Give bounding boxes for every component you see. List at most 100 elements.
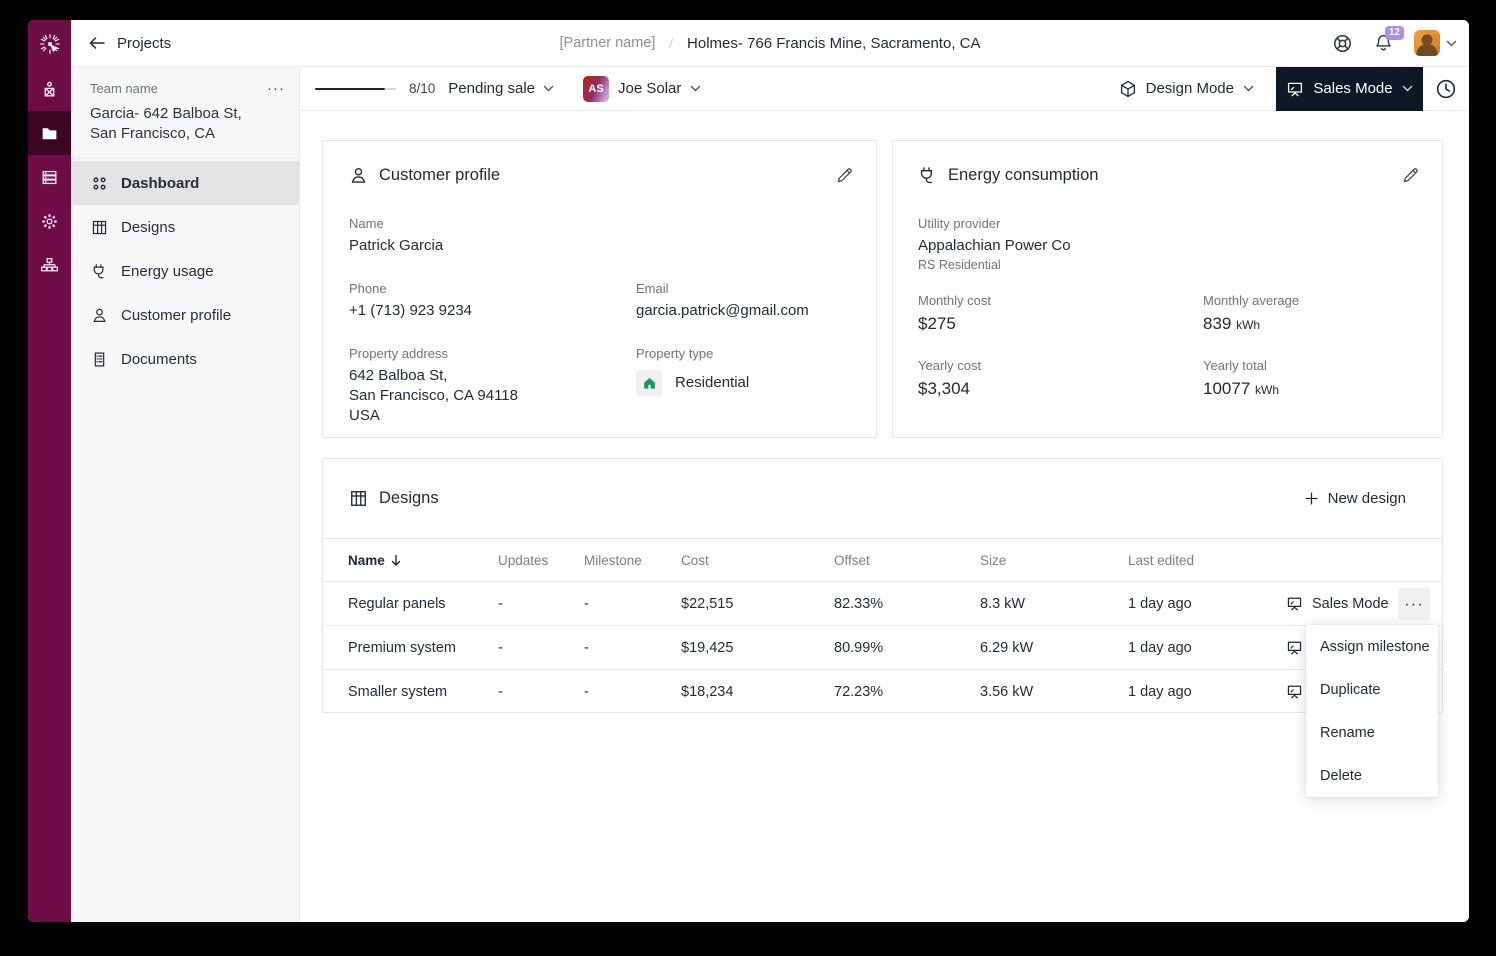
designs-grid-icon — [351, 491, 366, 506]
design-last-edited: 1 day ago — [1128, 595, 1192, 612]
field-label: Yearly cost — [918, 358, 982, 373]
sales-mode-button[interactable]: Sales Mode — [1276, 66, 1423, 111]
field-label: Property type — [636, 346, 714, 361]
utility-provider: Appalachian Power Co — [918, 237, 1071, 254]
column-milestone[interactable]: Milestone — [584, 552, 642, 568]
field-label: Property address — [349, 346, 448, 361]
chevron-down-icon — [543, 85, 554, 92]
rail-settings-icon[interactable] — [28, 199, 71, 243]
assignee-avatar: AS — [583, 75, 610, 102]
rail-list-icon[interactable] — [28, 155, 71, 199]
dashboard-icon — [90, 175, 108, 192]
sidebar-item-energy-usage[interactable]: Energy usage — [71, 249, 299, 293]
field-label: Email — [636, 281, 669, 296]
breadcrumb-partner[interactable]: [Partner name] — [559, 35, 656, 51]
sidebar-item-dashboard[interactable]: Dashboard — [71, 161, 299, 205]
yearly-cost: $3,304 — [918, 379, 970, 398]
edit-pencil-icon[interactable] — [1401, 166, 1420, 185]
progress-count: 8/10 — [409, 81, 436, 96]
design-milestone: - — [584, 595, 589, 612]
house-icon — [636, 370, 662, 396]
row-mode-label[interactable]: Sales Mode — [1312, 595, 1389, 612]
help-icon[interactable] — [1332, 33, 1353, 54]
customer-phone: +1 (713) 923 9234 — [349, 302, 473, 319]
monthly-cost: $275 — [918, 314, 956, 333]
presentation-icon — [1287, 685, 1302, 699]
rail-customer-icon[interactable] — [28, 67, 71, 111]
design-offset: 72.23% — [834, 683, 884, 700]
breadcrumb-project-title: Holmes- 766 Francis Mine, Sacramento, CA — [687, 34, 981, 52]
back-arrow-icon[interactable] — [88, 36, 106, 50]
column-cost[interactable]: Cost — [681, 552, 709, 568]
design-last-edited: 1 day ago — [1128, 683, 1192, 700]
column-size[interactable]: Size — [980, 552, 1007, 568]
status-dropdown[interactable]: Pending sale — [448, 80, 554, 97]
design-mode-dropdown[interactable]: Design Mode — [1097, 80, 1276, 98]
sidebar-item-designs[interactable]: Designs — [71, 205, 299, 249]
column-offset[interactable]: Offset — [834, 552, 870, 568]
top-bar: Projects [Partner name] / Holmes- 766 Fr… — [71, 20, 1469, 67]
chevron-down-icon — [1243, 85, 1254, 92]
menu-item-delete[interactable]: Delete — [1320, 767, 1362, 784]
aurora-logo-icon — [28, 20, 71, 67]
design-name[interactable]: Regular panels — [348, 595, 446, 612]
table-row[interactable]: Regular panels - - $22,515 82.33% 8.3 kW… — [323, 581, 1442, 625]
new-design-button[interactable]: New design — [1304, 490, 1406, 507]
column-last-edited[interactable]: Last edited — [1128, 552, 1195, 568]
chevron-down-icon — [691, 85, 701, 92]
table-row[interactable]: Premium system - - $19,425 80.99% 6.29 k… — [323, 625, 1442, 669]
customer-profile-card: Customer profile Name Patrick Garcia Pho… — [322, 140, 877, 438]
sidebar-item-label: Customer profile — [121, 306, 232, 324]
app-window: Projects [Partner name] / Holmes- 766 Fr… — [28, 20, 1469, 922]
sidebar-item-customer-profile[interactable]: Customer profile — [71, 293, 299, 337]
chevron-down-icon — [1402, 85, 1412, 92]
field-label: Monthly cost — [918, 293, 991, 308]
sidebar-item-documents[interactable]: Documents — [71, 337, 299, 381]
card-title: Designs — [379, 489, 439, 507]
card-title: Customer profile — [379, 166, 501, 184]
team-name-label: Team name — [90, 81, 158, 96]
milestone-progress-bar — [315, 87, 396, 90]
user-avatar[interactable] — [1414, 30, 1440, 56]
field-label: Name — [349, 216, 384, 231]
cube-icon — [1120, 80, 1135, 97]
menu-item-assign-milestone[interactable]: Assign milestone — [1320, 638, 1430, 655]
progress-rest — [385, 87, 396, 90]
design-cost: $22,515 — [681, 595, 734, 612]
user-menu[interactable] — [1414, 30, 1457, 56]
assignee-dropdown[interactable]: AS Joe Solar — [583, 75, 701, 102]
presentation-icon — [1287, 597, 1302, 611]
sidebar-item-label: Designs — [121, 218, 176, 236]
table-row[interactable]: Smaller system - - $18,234 72.23% 3.56 k… — [323, 669, 1442, 713]
presentation-icon — [1288, 82, 1303, 96]
assignee-name: Joe Solar — [618, 80, 682, 97]
design-offset: 80.99% — [834, 639, 884, 656]
energy-consumption-card: Energy consumption Utility provider Appa… — [892, 140, 1443, 438]
edit-pencil-icon[interactable] — [835, 166, 854, 185]
design-size: 3.56 kW — [980, 683, 1034, 700]
column-updates[interactable]: Updates — [498, 552, 549, 568]
notifications-bell-icon[interactable]: 12 — [1374, 25, 1404, 54]
design-size: 6.29 kW — [980, 639, 1034, 656]
designs-grid-icon — [90, 219, 108, 236]
design-size: 8.3 kW — [980, 595, 1026, 612]
design-milestone: - — [584, 639, 589, 656]
projects-link[interactable]: Projects — [117, 34, 172, 52]
utility-plan: RS Residential — [918, 258, 1001, 272]
column-name[interactable]: Name — [348, 553, 498, 568]
project-status-bar: 8/10 Pending sale AS Joe Solar — [300, 66, 1469, 111]
history-clock-icon[interactable] — [1423, 78, 1469, 100]
design-name[interactable]: Premium system — [348, 639, 456, 656]
property-type: Residential — [675, 374, 750, 391]
design-last-edited: 1 day ago — [1128, 639, 1192, 656]
row-actions-menu-button[interactable]: ··· — [1398, 587, 1430, 620]
menu-item-rename[interactable]: Rename — [1320, 724, 1375, 741]
sidebar-item-label: Dashboard — [121, 174, 200, 192]
menu-item-duplicate[interactable]: Duplicate — [1320, 681, 1381, 698]
team-menu-dots[interactable]: ··· — [267, 79, 285, 97]
document-icon — [90, 351, 108, 368]
rail-org-icon[interactable] — [28, 243, 71, 287]
project-sidebar: Team name ··· Garcia- 642 Balboa St, San… — [71, 67, 300, 922]
design-name[interactable]: Smaller system — [348, 683, 448, 700]
rail-projects-icon[interactable] — [28, 111, 71, 155]
